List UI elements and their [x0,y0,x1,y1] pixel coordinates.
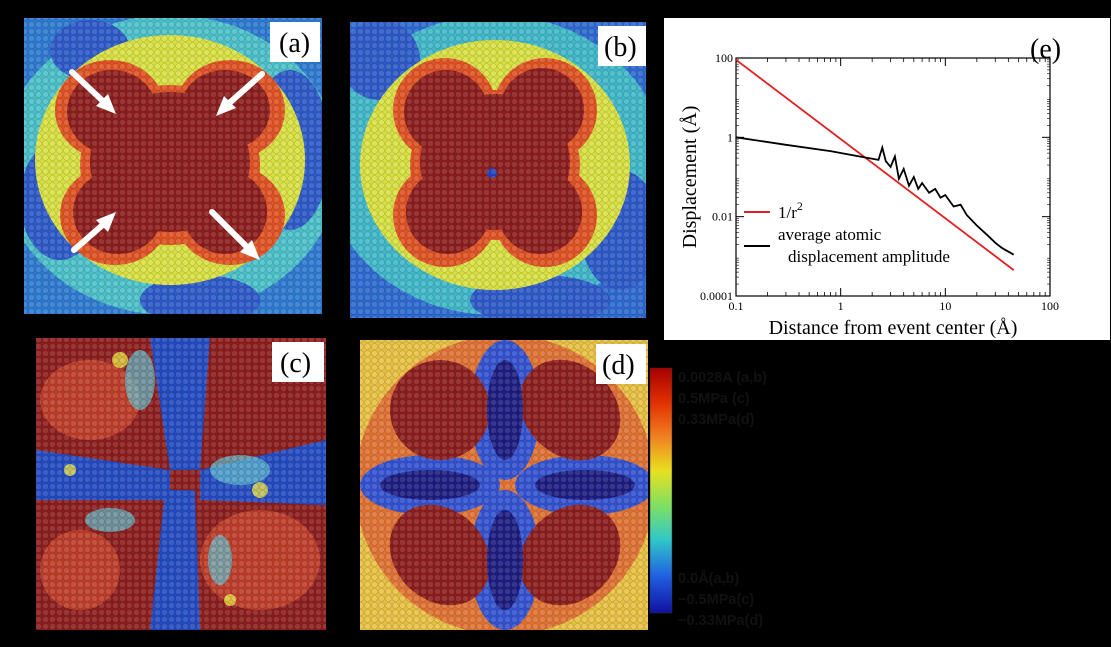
x-tick-label: 1 [838,299,844,313]
matrix-cell: −0.14 [1000,476,1058,503]
strain-matrix: ε T 0.03 0.12 −0.140.12 −0.08 −0.07−0.14 −0.0… [784,402,1094,582]
matrix-cell: 0.06 [1014,531,1058,558]
panel-d: (d) [360,340,648,630]
panel-a: (a) [24,18,322,314]
panel-label-a: (a) [279,28,310,59]
matrix-cells: 0.03 0.12 −0.140.12 −0.08 −0.07−0.14 −0.07 0.0… [810,476,1058,558]
legend-label-average-displacement-line2: displacement amplitude [788,247,950,266]
y-tick-label: 100 [715,51,733,65]
log-log-plot: 0.1 1 10 100 0.0001 0.01 1 100 Distance from eve… [679,51,1059,339]
series-line-inverse-r2 [735,59,1015,271]
panel-label-d: (d) [602,350,635,381]
colorbar-top-label-1: 0.0028A (a,b) [678,370,767,386]
matrix-cell: 0.12 [922,476,966,503]
y-tick-label: 1 [727,130,733,144]
panel-c: (c) [36,338,326,630]
panel-b: (b) [350,22,646,318]
matrix-symbol: ε [922,404,942,455]
colorbar-bottom-label-2: −0.5MPa(c) [678,592,754,608]
colorbar: 0.0028A (a,b) 0.5MPa (c) 0.33MPa(d) 0.0Å… [649,367,767,629]
plot-frame [735,57,1051,297]
x-tick-label: 10 [939,299,951,313]
panel-label-c: (c) [280,348,311,379]
legend-label-superscript: 2 [797,199,803,213]
matrix-cell: −0.07 [1000,503,1058,530]
matrix-cell: 0.12 [824,503,868,530]
y-axis-label: Displacement (Å) [679,106,701,249]
matrix-right-paren [1068,458,1094,582]
matrix-left-paren [784,458,810,582]
matrix-superscript: T [952,411,969,440]
legend-label-average-displacement: average atomic [778,225,882,244]
panel-e: 0.1 1 10 100 0.0001 0.01 1 100 Distance from eve… [664,18,1110,340]
panel-label-e: (e) [1030,34,1061,65]
legend: 1/r2 average atomic displacement amplitude [744,199,950,266]
series-line-average-displacement [735,136,1015,256]
colorbar-bottom-label-1: 0.0Å(a,b) [678,570,739,587]
colorbar-bottom-label-3: −0.33MPa(d) [678,613,763,629]
legend-label-inverse-r2: 1/r2 [778,199,803,222]
matrix-cell: −0.14 [810,531,868,558]
x-tick-label: 100 [1041,299,1059,313]
arrows [69,69,265,260]
x-axis-label: Distance from event center (Å) [769,317,1018,339]
matrix-cell: −0.07 [908,531,966,558]
matrix-cell: 0.03 [824,476,868,503]
y-tick-label: 0.0001 [700,289,733,303]
panel-label-b: (b) [604,32,637,63]
y-tick-label: 0.01 [712,210,733,224]
colorbar-top-label-3: 0.33MPa(d) [678,412,755,428]
x-tick-label: 0.1 [729,299,744,313]
colorbar-top-label-2: 0.5MPa (c) [678,391,750,407]
matrix-cell: −0.08 [908,503,966,530]
